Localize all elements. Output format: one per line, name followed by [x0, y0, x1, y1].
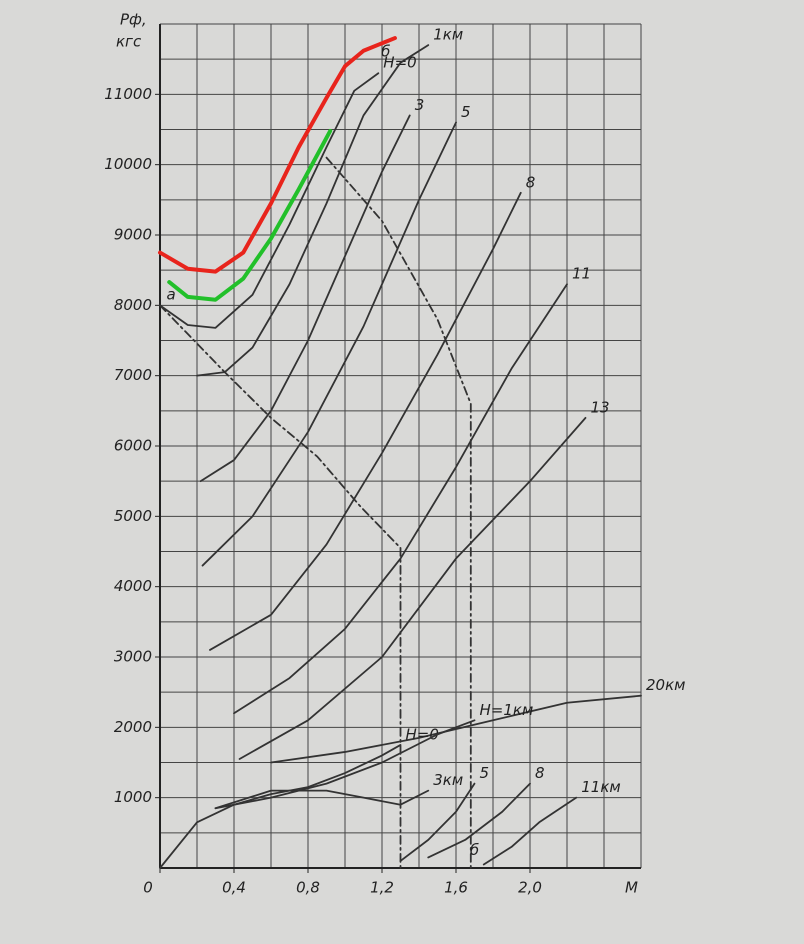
annotation: б [381, 43, 390, 61]
series-line [270, 694, 642, 764]
series-line [159, 304, 402, 869]
y-tick-label: 10000 [104, 155, 152, 173]
x-tick-label: 1,6 [444, 879, 468, 897]
series-line [201, 121, 457, 567]
x-tick-label: 0 [143, 879, 153, 897]
y-tick-label: 1000 [114, 788, 152, 806]
series-label: 11 [572, 265, 591, 283]
series-label: 13 [591, 398, 610, 416]
y-tick-label: 11000 [104, 85, 152, 103]
series-label: 5 [461, 103, 471, 121]
y-axis-label: Pф, [120, 11, 147, 29]
annotation: a [166, 285, 175, 303]
series-label: H=0 [406, 725, 439, 743]
y-tick-label: 9000 [114, 226, 152, 244]
series-line [214, 719, 476, 810]
series-label: 20км [646, 676, 685, 694]
annotation: б [470, 841, 479, 859]
series-line [238, 416, 587, 760]
series-line [399, 782, 476, 862]
series-label: 3 [415, 96, 425, 114]
y-tick-label: 3000 [114, 648, 152, 666]
series-line [196, 44, 430, 377]
y-tick-label: 5000 [114, 507, 152, 525]
x-tick-label: 2,0 [518, 879, 542, 897]
x-tick-label: 0,8 [296, 879, 320, 897]
series-label: 8 [535, 764, 545, 782]
y-tick-label: 7000 [114, 366, 152, 384]
series-line [427, 782, 531, 859]
series-label: 1км [433, 26, 463, 44]
y-tick-label: 2000 [114, 718, 152, 736]
y-tick-label: 6000 [114, 437, 152, 455]
series-line [167, 128, 333, 302]
x-tick-label: 1,2 [370, 879, 394, 897]
y-tick-label: 8000 [114, 296, 152, 314]
series-line [199, 114, 411, 483]
y-tick-label: 4000 [114, 577, 152, 595]
x-axis-label: M [625, 879, 638, 897]
series-label: 3км [433, 771, 463, 789]
series-line [158, 36, 397, 274]
series-label: H=1км [480, 701, 534, 719]
series-line [325, 156, 472, 869]
series-line [209, 191, 522, 651]
series-line [482, 796, 578, 866]
series-line [214, 789, 430, 810]
series-line [159, 72, 380, 329]
series-label: 8 [526, 173, 536, 191]
y-axis-unit: кгс [116, 33, 142, 51]
series-label: 5 [480, 764, 490, 782]
series-label: 11км [581, 778, 620, 796]
x-tick-label: 0,4 [222, 879, 246, 897]
series-line [233, 283, 568, 715]
